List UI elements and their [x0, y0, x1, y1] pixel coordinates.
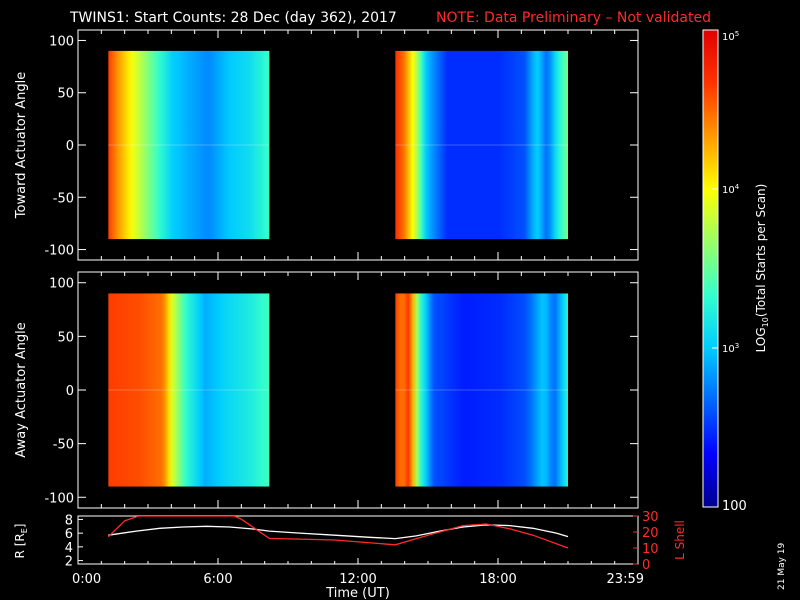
xaxis-label: Time (UT) — [325, 586, 390, 600]
orbit-right-tick-label: 0 — [642, 558, 650, 573]
heatmap-block — [108, 293, 270, 487]
xtick-label: 12:00 — [339, 572, 376, 587]
preliminary-note: NOTE: Data Preliminary – Not validated — [436, 10, 711, 26]
orbit-left-tick-label: 2 — [65, 555, 73, 570]
away-ylabel: Away Actuator Angle — [14, 322, 29, 457]
heatmap-block — [108, 50, 270, 240]
colorbar-tick-label: 100 — [722, 499, 747, 514]
heatmap-block — [395, 293, 568, 487]
xtick-label: 6:00 — [203, 572, 232, 587]
orbit-right-tick-label: 10 — [642, 542, 659, 557]
xtick-label: 18:00 — [479, 572, 516, 587]
ytick-label: 0 — [66, 384, 74, 399]
ytick-label: -50 — [53, 438, 74, 453]
date-stamp: 21 May 19 — [777, 542, 787, 590]
ytick-label: -100 — [44, 244, 74, 259]
lshell-line — [107, 516, 569, 549]
orbit-right-tick-label: 30 — [642, 510, 659, 525]
ytick-label: -50 — [53, 191, 74, 206]
colorbar-tick-label: 104 — [722, 183, 740, 196]
orbit-left-tick-label: 8 — [65, 513, 73, 528]
chart-title: TWINS1: Start Counts: 28 Dec (day 362), … — [69, 10, 397, 26]
toward-ylabel: Toward Actuator Angle — [14, 72, 29, 219]
orbit-left-ylabel: R [RE] — [13, 524, 29, 559]
orbit-left-tick-label: 4 — [65, 541, 73, 556]
toward-actuator-panel: 100 50 0 -50 -100 Toward Actuator Angle — [14, 29, 639, 261]
radius-line — [108, 524, 569, 540]
xtick-label: 23:59 — [607, 572, 644, 587]
heatmap-block — [395, 50, 568, 240]
xtick-label: 0:00 — [72, 572, 101, 587]
ytick-label: 100 — [49, 34, 74, 49]
away-actuator-panel: 100 50 0 -50 -100 Away Actuator Angle — [14, 271, 639, 509]
colorbar-tick-label: 105 — [722, 30, 739, 43]
colorbar-label: LOG10(Total Starts per Scan) — [754, 184, 770, 353]
colorbar-tick-label: 103 — [722, 342, 739, 355]
ytick-label: -100 — [44, 491, 74, 506]
ytick-label: 0 — [66, 139, 74, 154]
orbit-left-tick-label: 6 — [65, 527, 73, 542]
ytick-label: 50 — [57, 87, 74, 102]
colorbar-gradient — [702, 29, 719, 508]
ytick-label: 50 — [57, 330, 74, 345]
orbit-right-tick-label: 20 — [642, 526, 659, 541]
orbit-right-ylabel: L Shell — [673, 520, 687, 560]
colorbar: 105 104 103 100 LOG10(Total Starts per Scan… — [702, 29, 770, 514]
orbit-panel-frame — [77, 515, 639, 565]
ytick-label: 100 — [49, 277, 74, 292]
